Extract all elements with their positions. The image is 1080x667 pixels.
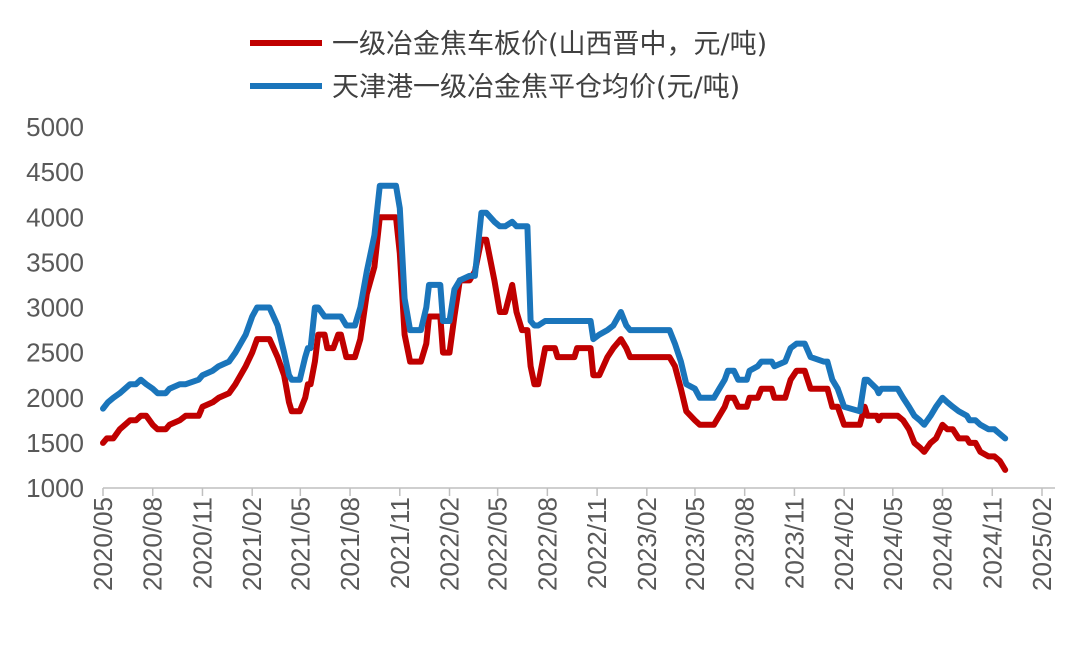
x-tick-label: 2025/02 xyxy=(1027,497,1057,591)
x-tick-label: 2021/08 xyxy=(335,497,365,591)
y-tick-label: 4000 xyxy=(26,202,84,232)
x-tick-label: 2020/08 xyxy=(138,497,168,591)
legend: 一级冶金焦车板价(山西晋中，元/吨) 天津港一级冶金焦平仓均价(元/吨) xyxy=(250,29,767,103)
y-tick-label: 1500 xyxy=(26,428,84,458)
x-tick-label: 2023/11 xyxy=(779,497,809,589)
y-tick-label: 3500 xyxy=(26,247,84,277)
x-tick-label: 2024/02 xyxy=(829,497,859,591)
series-line-2 xyxy=(100,182,1009,442)
x-tick-label: 2023/05 xyxy=(680,497,710,591)
y-axis: 1000 1500 2000 2500 3000 3500 4000 4500 5000 xyxy=(26,112,84,503)
x-tick-label: 2020/05 xyxy=(88,497,118,591)
x-tick-label: 2022/05 xyxy=(483,497,513,591)
x-tick-label: 2024/11 xyxy=(977,497,1007,589)
plot-area xyxy=(100,182,1009,473)
x-tick-label: 2023/02 xyxy=(632,497,662,591)
x-tick-label: 2022/11 xyxy=(582,497,612,589)
x-tick-label: 2024/08 xyxy=(928,497,958,591)
legend-label-series-2: 天津港一级冶金焦平仓均价(元/吨) xyxy=(332,72,740,103)
y-tick-label: 1000 xyxy=(26,473,84,503)
x-axis: 2020/05 2020/08 2020/11 2021/02 2021/05 2021/… xyxy=(88,487,1057,591)
x-tick-label: 2022/02 xyxy=(435,497,465,591)
legend-label-series-1: 一级冶金焦车板价(山西晋中，元/吨) xyxy=(332,29,767,60)
x-tick-label: 2023/08 xyxy=(730,497,760,591)
y-tick-label: 2000 xyxy=(26,383,84,413)
x-tick-label: 2021/05 xyxy=(285,497,315,591)
x-tick-label: 2024/05 xyxy=(878,497,908,591)
y-tick-label: 5000 xyxy=(26,112,84,142)
x-tick-label: 2020/11 xyxy=(187,497,217,589)
x-tick-label: 2022/08 xyxy=(532,497,562,591)
series-line-1 xyxy=(100,214,1009,473)
x-tick-label: 2021/11 xyxy=(385,497,415,589)
y-tick-label: 3000 xyxy=(26,293,84,323)
y-tick-label: 4500 xyxy=(26,157,84,187)
y-tick-label: 2500 xyxy=(26,338,84,368)
x-tick-label: 2021/02 xyxy=(237,497,267,591)
